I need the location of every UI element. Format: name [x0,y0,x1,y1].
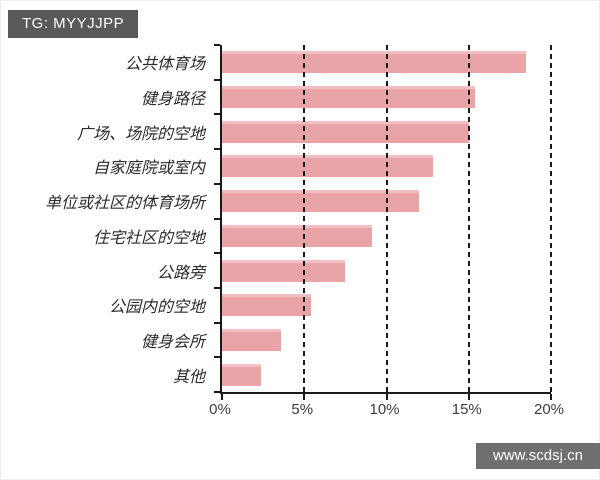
y-axis-tick [214,78,220,81]
x-axis-tick [385,394,388,400]
y-axis-tick [214,217,220,220]
category-label: 公园内的空地 [108,299,205,317]
bar-row [222,219,551,254]
gridline [550,45,552,392]
bar-row [222,288,551,323]
x-axis-tick-label: 15% [451,401,482,418]
bar [222,51,527,74]
gridline [467,45,470,392]
bar-chart-plot-area [214,44,552,400]
y-axis-tick [214,148,220,151]
y-axis-tick [214,182,220,185]
category-label: 住宅社区的空地 [92,229,205,247]
x-axis-tick-label: 0% [209,401,231,418]
y-axis-tick [214,286,220,289]
gridline [303,45,306,392]
bar-series [222,45,551,392]
bar-row [222,323,551,358]
y-axis-tick [214,391,220,393]
category-label: 自家庭院或室内 [92,160,205,178]
bar [222,86,476,109]
bar [222,120,469,143]
bar-row [222,80,551,115]
category-label: 广场、场院的空地 [76,125,205,143]
bar-row [222,184,551,219]
gridline [385,45,388,392]
category-label: 健身会所 [140,333,205,351]
y-axis-tick [214,321,220,324]
source-badge: TG: MYYJJPP [8,10,139,38]
category-label: 公共体育场 [124,56,205,74]
x-axis-tick-label: 10% [369,401,400,418]
bar-row [222,357,551,392]
bar-row [222,114,551,149]
x-axis-tick-label: 5% [291,401,314,418]
x-axis-tick [550,394,552,400]
category-label: 健身路径 [140,91,205,109]
x-axis-tick-labels: 0% 5% 10% 15% 20% [209,401,564,421]
bar [222,328,282,351]
y-axis-tick [214,356,220,359]
x-axis-tick [303,394,306,400]
bar [222,190,420,213]
y-axis-category-labels: 公共体育场健身路径广场、场院的空地自家庭院或室内单位或社区的体育场所住宅社区的空… [0,45,212,392]
bar [222,363,262,386]
category-label: 公路旁 [156,264,205,282]
bar [222,259,346,282]
category-label: 其他 [172,368,205,386]
y-axis-tick [214,252,220,255]
bar-row [222,149,551,184]
x-axis-tick [467,394,470,400]
watermark-badge: www.scdsj.cn [475,443,600,469]
bar-row [222,253,551,288]
category-label: 单位或社区的体育场所 [44,195,205,213]
y-axis-tick [214,113,220,116]
bar-row [222,45,551,80]
y-axis-tick [214,44,220,46]
bar [222,224,372,247]
bar [222,155,433,178]
x-axis-tick-label: 20% [533,401,565,418]
x-axis-tick [221,394,223,400]
bar [222,294,311,317]
